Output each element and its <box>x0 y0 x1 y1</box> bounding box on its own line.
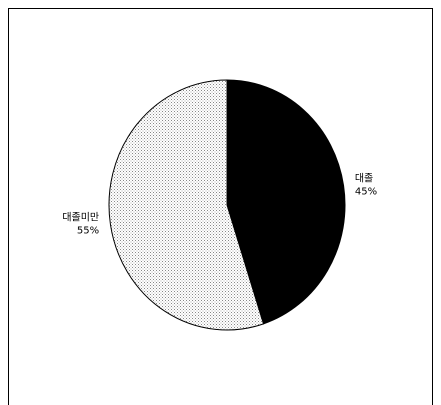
slice-label: 대졸 <box>355 172 373 184</box>
slice-value-label: 55% <box>77 226 99 237</box>
frame <box>8 8 433 405</box>
pie-slice <box>226 79 346 325</box>
slice-value-label: 45% <box>355 186 377 197</box>
slice-label: 대졸미만 <box>62 212 99 224</box>
pie-slice <box>108 79 265 331</box>
